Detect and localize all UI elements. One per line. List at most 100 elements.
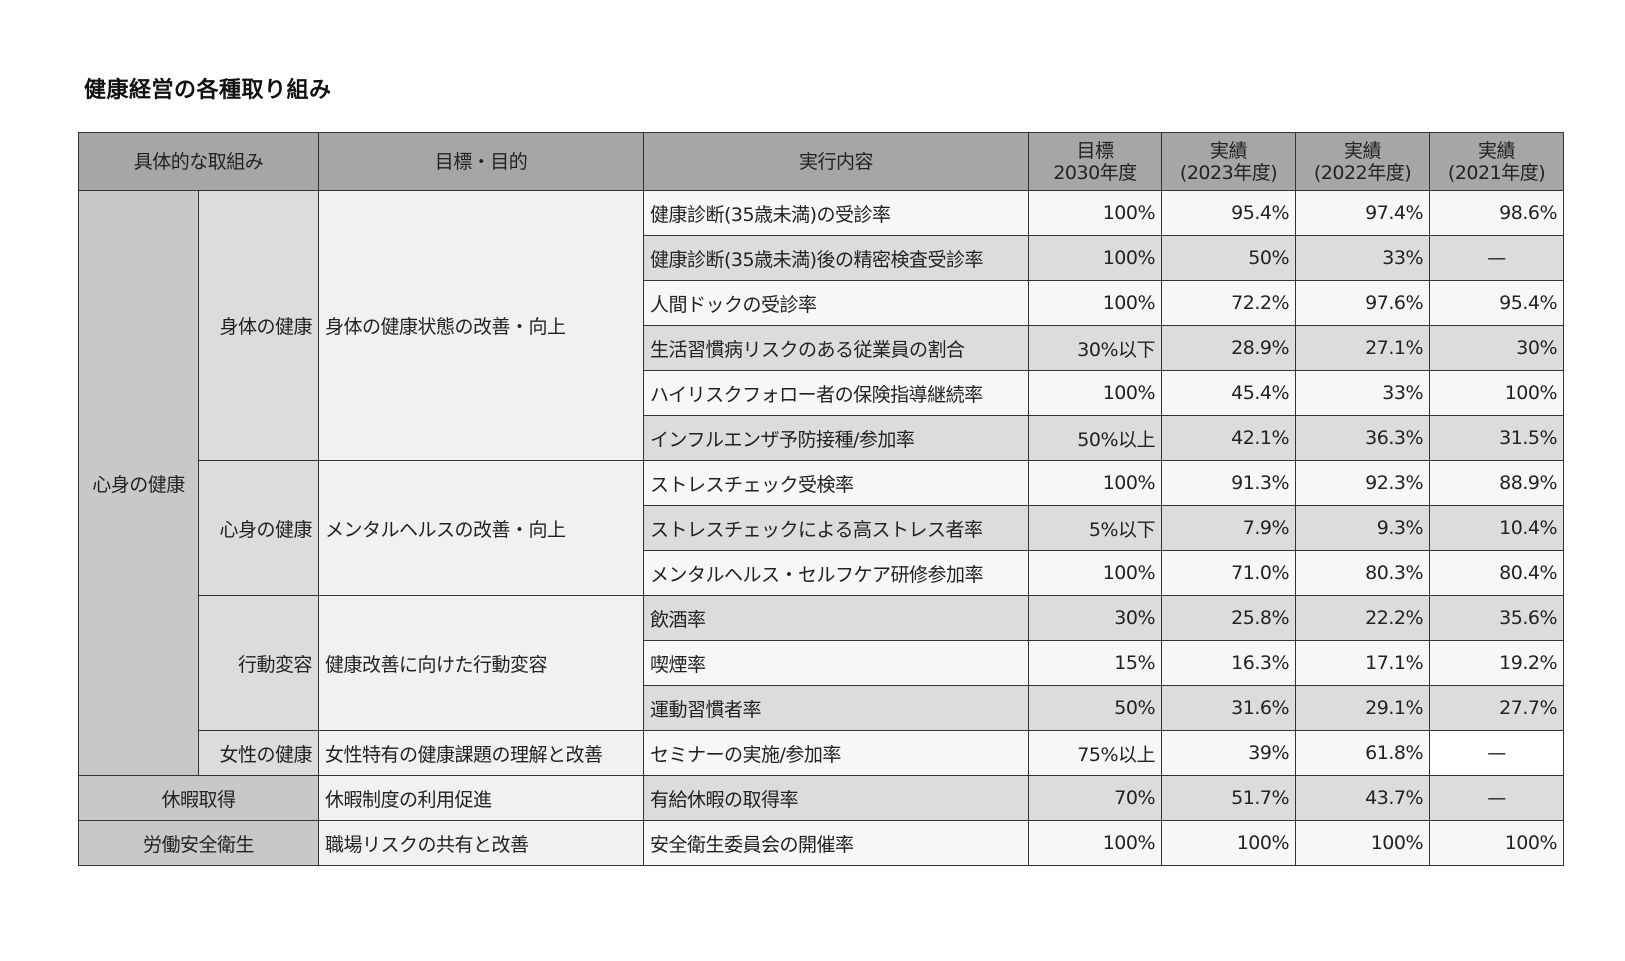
goal-vacation: 休暇制度の利用促進 — [319, 776, 644, 821]
result-2023-cell: 51.7% — [1162, 776, 1296, 821]
result-2023-cell: 50% — [1162, 236, 1296, 281]
item-cell: 生活習慣病リスクのある従業員の割合 — [644, 326, 1029, 371]
sub-category-women: 女性の健康 — [199, 731, 319, 776]
result-2023-cell: 7.9% — [1162, 506, 1296, 551]
target-cell: 75%以上 — [1029, 731, 1162, 776]
target-cell: 100% — [1029, 821, 1162, 866]
result-2022-cell: 97.6% — [1296, 281, 1430, 326]
result-2023-cell: 72.2% — [1162, 281, 1296, 326]
result-2023-cell: 91.3% — [1162, 461, 1296, 506]
target-cell: 100% — [1029, 236, 1162, 281]
result-2023-cell: 95.4% — [1162, 191, 1296, 236]
table-row: 女性の健康 女性特有の健康課題の理解と改善 セミナーの実施/参加率 75%以上 … — [79, 731, 1564, 776]
item-cell: メンタルヘルス・セルフケア研修参加率 — [644, 551, 1029, 596]
result-2021-cell: 19.2% — [1430, 641, 1564, 686]
target-cell: 100% — [1029, 371, 1162, 416]
result-2022-cell: 43.7% — [1296, 776, 1430, 821]
result-2022-cell: 22.2% — [1296, 596, 1430, 641]
result-2021-cell: 80.4% — [1430, 551, 1564, 596]
table-row: 心身の健康 メンタルヘルスの改善・向上 ストレスチェック受検率 100% 91.… — [79, 461, 1564, 506]
result-2021-cell: — — [1430, 731, 1564, 776]
table-row: 心身の健康 身体の健康 身体の健康状態の改善・向上 健康診断(35歳未満)の受診… — [79, 191, 1564, 236]
sub-category-physical: 身体の健康 — [199, 191, 319, 461]
target-cell: 100% — [1029, 281, 1162, 326]
sub-category-mental: 心身の健康 — [199, 461, 319, 596]
item-cell: 飲酒率 — [644, 596, 1029, 641]
result-2021-cell: 35.6% — [1430, 596, 1564, 641]
target-cell: 100% — [1029, 191, 1162, 236]
result-2023-cell: 25.8% — [1162, 596, 1296, 641]
target-cell: 5%以下 — [1029, 506, 1162, 551]
result-2022-cell: 36.3% — [1296, 416, 1430, 461]
goal-physical: 身体の健康状態の改善・向上 — [319, 191, 644, 461]
result-2023-cell: 45.4% — [1162, 371, 1296, 416]
goal-safety: 職場リスクの共有と改善 — [319, 821, 644, 866]
header-2022: 実績 (2022年度) — [1296, 133, 1430, 191]
result-2022-cell: 61.8% — [1296, 731, 1430, 776]
item-cell: 有給休暇の取得率 — [644, 776, 1029, 821]
result-2023-cell: 31.6% — [1162, 686, 1296, 731]
result-2021-cell: 30% — [1430, 326, 1564, 371]
header-goal: 目標・目的 — [319, 133, 644, 191]
table-row: 休暇取得 休暇制度の利用促進 有給休暇の取得率 70% 51.7% 43.7% … — [79, 776, 1564, 821]
header-item: 実行内容 — [644, 133, 1029, 191]
category-mind-body: 心身の健康 — [79, 191, 199, 776]
result-2022-cell: 92.3% — [1296, 461, 1430, 506]
item-cell: インフルエンザ予防接種/参加率 — [644, 416, 1029, 461]
item-cell: 安全衛生委員会の開催率 — [644, 821, 1029, 866]
result-2021-cell: — — [1430, 236, 1564, 281]
health-initiatives-table: 具体的な取組み 目標・目的 実行内容 目標 2030年度 実績 (2023年度) 実… — [78, 132, 1564, 866]
goal-mental: メンタルヘルスの改善・向上 — [319, 461, 644, 596]
item-cell: 運動習慣者率 — [644, 686, 1029, 731]
result-2021-cell: 88.9% — [1430, 461, 1564, 506]
goal-women: 女性特有の健康課題の理解と改善 — [319, 731, 644, 776]
item-cell: ストレスチェック受検率 — [644, 461, 1029, 506]
result-2023-cell: 39% — [1162, 731, 1296, 776]
item-cell: 喫煙率 — [644, 641, 1029, 686]
target-cell: 30% — [1029, 596, 1162, 641]
target-cell: 50%以上 — [1029, 416, 1162, 461]
result-2022-cell: 29.1% — [1296, 686, 1430, 731]
target-cell: 15% — [1029, 641, 1162, 686]
item-cell: 健康診断(35歳未満)後の精密検査受診率 — [644, 236, 1029, 281]
target-cell: 30%以下 — [1029, 326, 1162, 371]
header-target: 目標 2030年度 — [1029, 133, 1162, 191]
table-row: 行動変容 健康改善に向けた行動変容 飲酒率 30% 25.8% 22.2% 35… — [79, 596, 1564, 641]
header-2023: 実績 (2023年度) — [1162, 133, 1296, 191]
result-2022-cell: 27.1% — [1296, 326, 1430, 371]
result-2021-cell: 100% — [1430, 371, 1564, 416]
result-2022-cell: 100% — [1296, 821, 1430, 866]
sub-category-behavior: 行動変容 — [199, 596, 319, 731]
item-cell: ストレスチェックによる高ストレス者率 — [644, 506, 1029, 551]
item-cell: 人間ドックの受診率 — [644, 281, 1029, 326]
result-2021-cell: 98.6% — [1430, 191, 1564, 236]
result-2023-cell: 100% — [1162, 821, 1296, 866]
result-2023-cell: 28.9% — [1162, 326, 1296, 371]
header-category: 具体的な取組み — [79, 133, 319, 191]
target-cell: 50% — [1029, 686, 1162, 731]
target-cell: 70% — [1029, 776, 1162, 821]
item-cell: セミナーの実施/参加率 — [644, 731, 1029, 776]
table-row: 労働安全衛生 職場リスクの共有と改善 安全衛生委員会の開催率 100% 100%… — [79, 821, 1564, 866]
result-2023-cell: 42.1% — [1162, 416, 1296, 461]
result-2022-cell: 33% — [1296, 371, 1430, 416]
item-cell: 健康診断(35歳未満)の受診率 — [644, 191, 1029, 236]
category-vacation: 休暇取得 — [79, 776, 319, 821]
result-2022-cell: 97.4% — [1296, 191, 1430, 236]
header-row: 具体的な取組み 目標・目的 実行内容 目標 2030年度 実績 (2023年度) 実… — [79, 133, 1564, 191]
category-safety: 労働安全衛生 — [79, 821, 319, 866]
result-2022-cell: 17.1% — [1296, 641, 1430, 686]
result-2021-cell: 27.7% — [1430, 686, 1564, 731]
result-2021-cell: 100% — [1430, 821, 1564, 866]
result-2021-cell: 10.4% — [1430, 506, 1564, 551]
result-2022-cell: 80.3% — [1296, 551, 1430, 596]
result-2021-cell: — — [1430, 776, 1564, 821]
header-2021: 実績 (2021年度) — [1430, 133, 1564, 191]
result-2022-cell: 33% — [1296, 236, 1430, 281]
goal-behavior: 健康改善に向けた行動変容 — [319, 596, 644, 731]
result-2021-cell: 95.4% — [1430, 281, 1564, 326]
page-title: 健康経営の各種取り組み — [84, 72, 332, 104]
target-cell: 100% — [1029, 461, 1162, 506]
target-cell: 100% — [1029, 551, 1162, 596]
result-2023-cell: 71.0% — [1162, 551, 1296, 596]
